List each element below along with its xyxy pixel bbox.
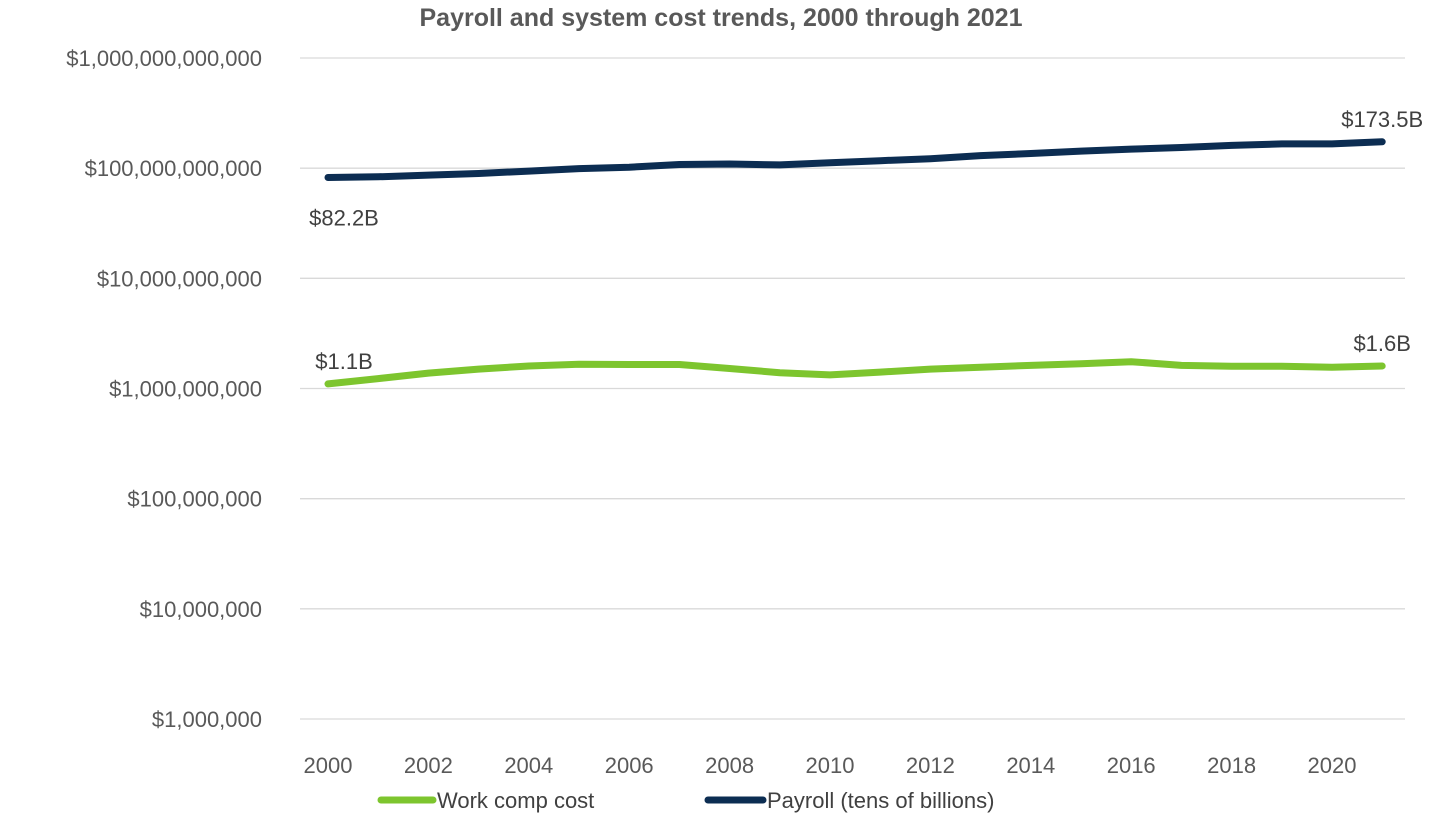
y-tick-label: $1,000,000,000,000 (66, 46, 262, 71)
gridlines (300, 57, 1405, 720)
series-line-0 (324, 358, 1386, 388)
x-tick-label: 2002 (404, 753, 453, 778)
y-tick-label: $1,000,000,000 (109, 377, 262, 402)
x-tick-label: 2014 (1006, 753, 1055, 778)
series-lines (324, 138, 1386, 388)
x-tick-label: 2000 (304, 753, 353, 778)
data-label: $1.1B (315, 349, 373, 374)
x-tick-label: 2012 (906, 753, 955, 778)
data-labels: $1.1B $1.6B $82.2B $173.5B (309, 107, 1423, 374)
series-line-1 (324, 138, 1386, 181)
y-tick-label: $100,000,000,000 (85, 156, 262, 181)
legend-label: Payroll (tens of billions) (767, 788, 994, 813)
x-tick-label: 2004 (504, 753, 553, 778)
x-axis-tick-labels: 2000 2002 2004 2006 2008 2010 2012 2014 2016 2018… (304, 753, 1357, 778)
data-label: $1.6B (1353, 331, 1411, 356)
data-label: $82.2B (309, 206, 379, 231)
x-tick-label: 2018 (1207, 753, 1256, 778)
y-axis-tick-labels: $1,000,000,000,000 $100,000,000,000 $10,00… (66, 46, 262, 732)
y-tick-label: $10,000,000,000 (97, 266, 262, 291)
x-tick-label: 2010 (806, 753, 855, 778)
x-tick-label: 2016 (1107, 753, 1156, 778)
y-tick-label: $10,000,000 (140, 597, 262, 622)
y-tick-label: $1,000,000 (152, 707, 262, 732)
legend-label: Work comp cost (437, 788, 594, 813)
chart-title: Payroll and system cost trends, 2000 thr… (419, 4, 1023, 32)
x-tick-label: 2008 (705, 753, 754, 778)
y-tick-label: $100,000,000 (127, 487, 262, 512)
legend: Work comp cost Payroll (tens of billions) (377, 788, 994, 813)
data-label: $173.5B (1341, 107, 1423, 132)
x-tick-label: 2020 (1308, 753, 1357, 778)
x-tick-label: 2006 (605, 753, 654, 778)
